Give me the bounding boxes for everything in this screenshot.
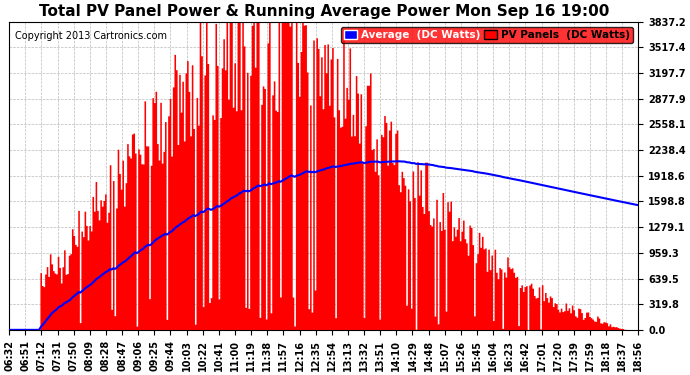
Title: Total PV Panel Power & Running Average Power Mon Sep 16 19:00: Total PV Panel Power & Running Average P… — [39, 4, 609, 19]
Text: Copyright 2013 Cartronics.com: Copyright 2013 Cartronics.com — [15, 31, 168, 41]
Legend: Average  (DC Watts), PV Panels  (DC Watts): Average (DC Watts), PV Panels (DC Watts) — [341, 27, 633, 43]
